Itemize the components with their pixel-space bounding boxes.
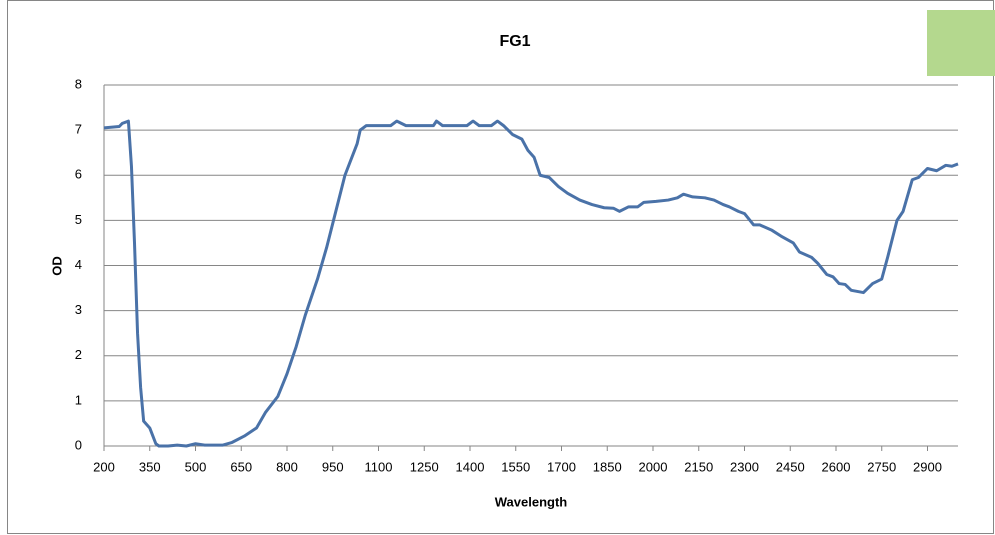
y-tick-label: 6 [75, 167, 82, 182]
x-tick-label: 2900 [913, 459, 942, 474]
x-tick-label: 1100 [365, 459, 393, 474]
chart: FG1 Wavelength OD 0 1 2 3 4 5 6 7 8 200 350 500 650 8… [0, 0, 995, 535]
x-tick-label: 2150 [684, 459, 713, 474]
y-tick-label: 8 [75, 76, 82, 91]
x-tick-label: 350 [139, 459, 161, 474]
y-tick-label: 5 [75, 212, 82, 227]
x-tick-label: 2450 [776, 459, 805, 474]
x-tick-label: 950 [322, 459, 344, 474]
x-tick-label: 1850 [593, 459, 622, 474]
x-tick-label: 650 [230, 459, 252, 474]
y-tick-label: 0 [75, 437, 82, 452]
x-tick-label: 2600 [822, 459, 851, 474]
x-axis-label: Wavelength [495, 494, 568, 509]
y-tick-label: 1 [75, 392, 82, 407]
x-tick-label: 2300 [730, 459, 759, 474]
x-tick-label: 500 [185, 459, 207, 474]
y-tick-label: 3 [75, 302, 82, 317]
chart-frame [8, 1, 994, 534]
x-tick-label: 200 [93, 459, 115, 474]
swatch [927, 10, 995, 76]
x-tick-label: 1550 [501, 459, 530, 474]
y-tick-label: 7 [75, 122, 82, 137]
x-tick-label: 1400 [456, 459, 485, 474]
x-tick-label: 2000 [639, 459, 668, 474]
y-axis-label: OD [49, 256, 64, 276]
x-tick-label: 2750 [867, 459, 896, 474]
y-tick-label: 4 [75, 257, 82, 272]
y-tick-label: 2 [75, 347, 82, 362]
chart-title: FG1 [499, 33, 530, 50]
x-tick-label: 1700 [547, 459, 576, 474]
x-tick-label: 800 [276, 459, 298, 474]
x-tick-label: 1250 [410, 459, 439, 474]
